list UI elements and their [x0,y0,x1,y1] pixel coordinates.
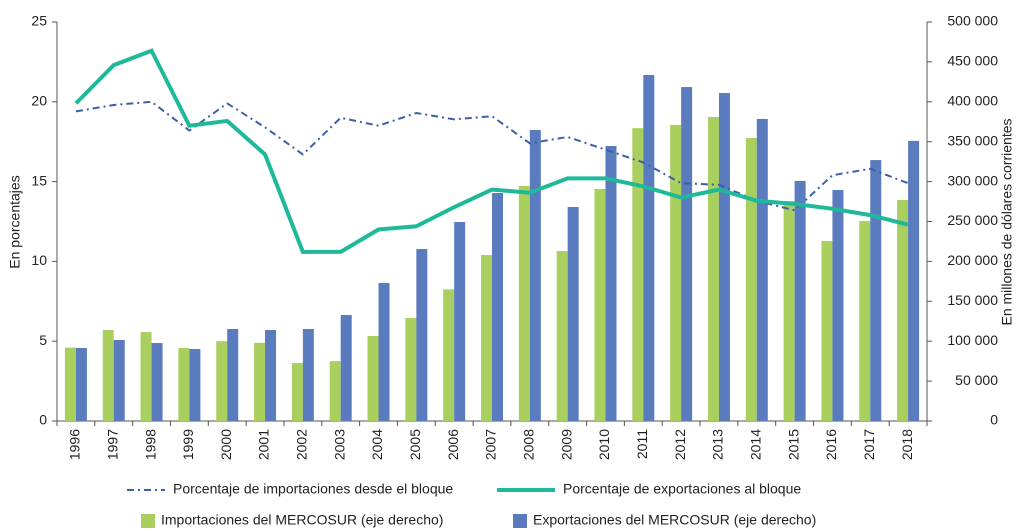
bar [756,118,768,421]
bar [140,332,152,421]
bar [367,336,379,421]
legend-label: Exportaciones del MERCOSUR (eje derecho) [533,512,816,528]
x-tick-label: 2006 [445,429,461,460]
bar [556,251,568,421]
bar [405,318,417,421]
y-axis-label: En porcentajes [7,175,23,268]
x-tick-label: 2010 [596,429,612,460]
bar [113,340,125,421]
y2-tick-label: 50 000 [955,372,998,388]
y-tick-label: 0 [39,412,47,428]
bar [567,206,579,421]
legend-marker [513,514,527,528]
x-tick-label: 2000 [218,429,234,460]
bar [783,200,795,421]
bar [821,240,833,421]
x-tick-label: 1999 [180,429,196,460]
bar [216,341,228,421]
bar [189,349,201,421]
y2-axis-label: En millones de dólares corrientes [999,119,1015,326]
bar [178,347,190,421]
bar [481,255,492,421]
x-tick-label: 2004 [369,429,385,460]
legend-label: Porcentaje de importaciones desde el blo… [173,481,453,497]
x-tick-label: 2001 [256,429,272,460]
x-tick-label: 2002 [294,429,310,460]
y2-tick-label: 500 000 [947,13,998,29]
bar [632,128,644,421]
line [74,48,909,254]
bar [329,361,341,421]
x-tick-label: 2017 [861,429,877,460]
y2-tick-label: 250 000 [947,212,998,228]
bar [227,328,239,421]
y2-tick-label: 200 000 [947,252,998,268]
x-tick-label: 2009 [558,429,574,460]
y-tick-label: 25 [31,13,47,29]
bar [859,221,871,421]
bar [64,347,76,421]
bar [718,93,730,421]
bar [302,328,314,421]
bar [594,189,606,421]
bar [492,193,503,421]
bar [643,74,655,422]
y-tick-label: 20 [31,93,47,109]
x-tick-label: 2013 [710,429,726,460]
y2-tick-label: 0 [990,412,998,428]
bar [416,249,428,421]
bar [518,185,530,421]
legend-label: Importaciones del MERCOSUR (eje derecho) [161,512,443,528]
x-tick-label: 2015 [785,429,801,460]
y2-tick-label: 300 000 [947,172,998,188]
x-tick-label: 1997 [104,429,120,460]
bar [897,199,909,421]
x-tick-label: 1998 [142,429,158,460]
x-tick-label: 2018 [899,429,915,460]
y2-tick-label: 100 000 [947,332,998,348]
y2-tick-label: 350 000 [947,132,998,148]
bar [908,140,920,422]
x-tick-label: 2008 [521,429,537,460]
bar [670,124,682,421]
y2-tick-label: 450 000 [947,53,998,69]
bar [254,342,266,421]
bar [443,289,455,421]
y-tick-label: 15 [31,172,47,188]
legend-marker [141,514,155,528]
legend-label: Porcentaje de exportaciones al bloque [563,481,801,497]
bar [832,189,844,421]
bar [454,221,466,421]
x-tick-label: 2003 [331,429,347,460]
bar [529,129,541,421]
x-tick-label: 1996 [67,429,83,460]
bar [265,330,277,421]
bar [794,180,806,421]
bar [340,315,352,421]
y-tick-label: 10 [31,252,47,268]
y2-tick-label: 400 000 [947,93,998,109]
bar [745,138,757,421]
bar [378,282,390,421]
y2-tick-label: 150 000 [947,292,998,308]
bar [605,146,617,421]
x-tick-label: 2016 [823,429,839,460]
bar [707,116,719,421]
bar [151,343,163,421]
x-tick-label: 2007 [483,429,499,460]
bar [870,160,882,421]
line [75,100,909,212]
x-tick-label: 2014 [747,429,763,460]
bar [75,347,87,421]
bar [681,87,693,422]
bar [291,362,303,421]
x-tick-label: 2012 [672,429,688,460]
x-tick-label: 2011 [634,429,650,459]
x-tick-label: 2005 [407,429,423,460]
bar [102,330,114,421]
y-tick-label: 5 [39,332,47,348]
